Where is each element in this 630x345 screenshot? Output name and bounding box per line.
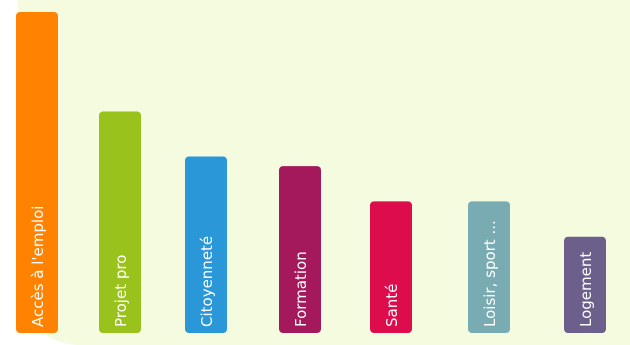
- bar-label-1: Projet pro: [112, 255, 130, 327]
- bar-label-0: Accès à l'emploi: [29, 206, 47, 327]
- bar-5: [468, 201, 510, 333]
- bar-label-3: Formation: [292, 251, 310, 327]
- bar-4: [370, 201, 412, 333]
- bars-group: [16, 12, 606, 333]
- bar-3: [279, 166, 321, 333]
- bar-2: [185, 156, 227, 333]
- bar-label-4: Santé: [383, 284, 401, 327]
- bar-label-6: Logement: [577, 252, 595, 327]
- bar-labels-group: Accès à l'emploi Projet pro Citoyenneté For…: [29, 206, 595, 327]
- bar-6: [564, 236, 606, 333]
- bar-label-2: Citoyenneté: [198, 236, 216, 327]
- bar-0: [16, 12, 58, 333]
- bar-1: [99, 111, 141, 333]
- bar-label-5: Loisir, sport ...: [481, 220, 499, 327]
